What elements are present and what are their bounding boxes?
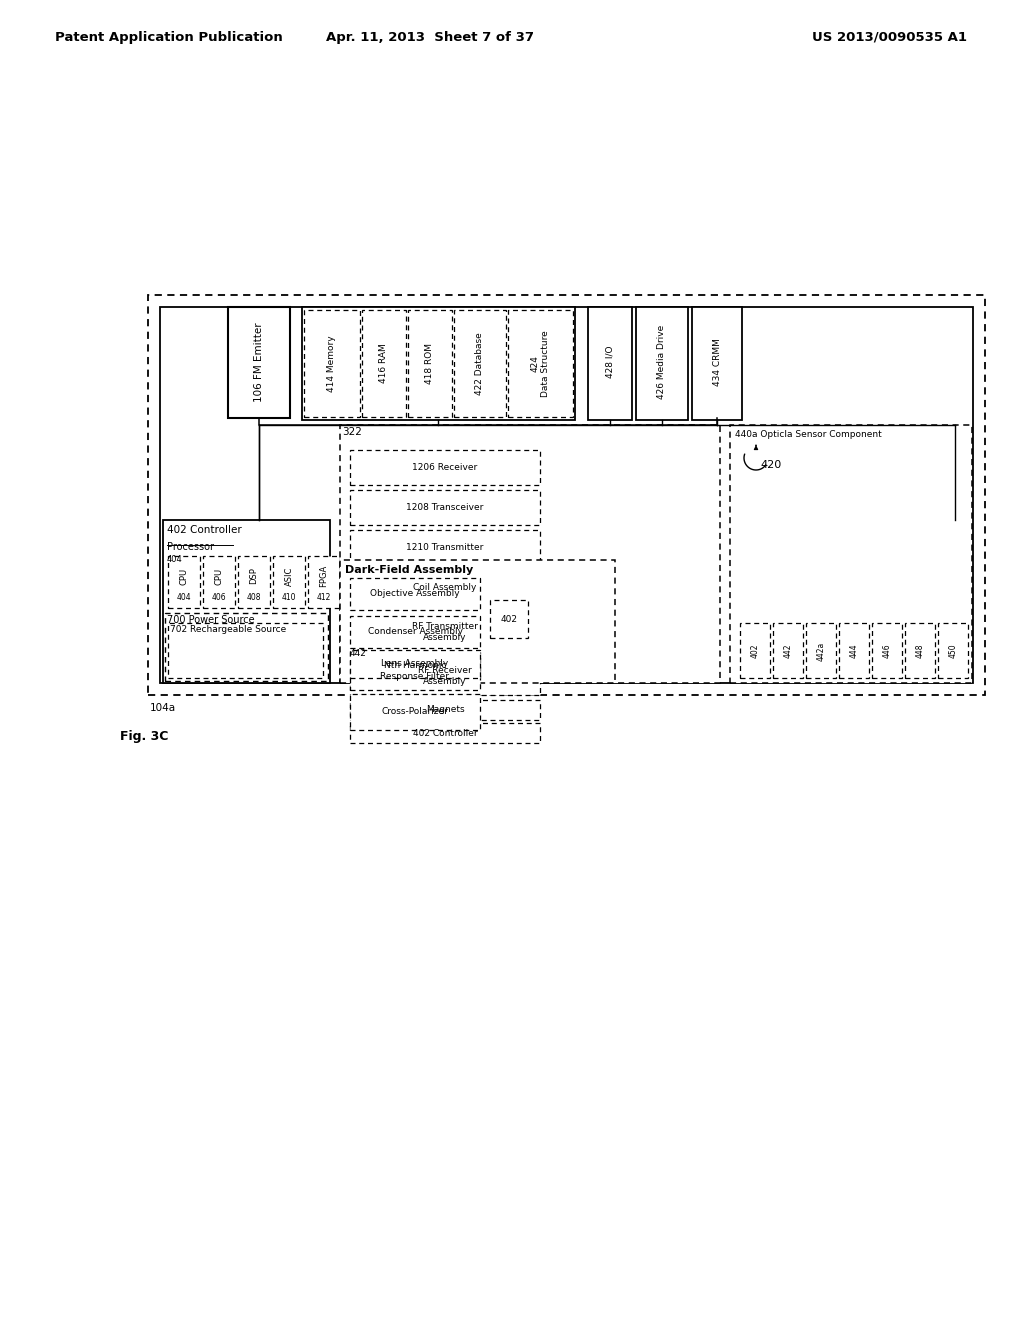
- Bar: [588, 308, 632, 420]
- Text: 414 Memory: 414 Memory: [328, 335, 337, 392]
- Bar: [350, 569, 540, 607]
- Bar: [636, 308, 688, 420]
- Bar: [362, 310, 406, 417]
- Bar: [350, 652, 480, 690]
- Text: 402: 402: [751, 644, 760, 659]
- Text: Apr. 11, 2013  Sheet 7 of 37: Apr. 11, 2013 Sheet 7 of 37: [326, 30, 534, 44]
- Text: Lens Assembly: Lens Assembly: [381, 660, 449, 668]
- Bar: [168, 556, 200, 609]
- Bar: [839, 623, 869, 678]
- Bar: [740, 623, 770, 678]
- Bar: [905, 623, 935, 678]
- Text: 440a Opticla Sensor Component: 440a Opticla Sensor Component: [735, 430, 882, 440]
- Text: 700 Power Source: 700 Power Source: [167, 615, 255, 624]
- Bar: [350, 578, 480, 610]
- Text: 420: 420: [760, 459, 781, 470]
- Text: 442: 442: [783, 644, 793, 659]
- Text: 402 Controller: 402 Controller: [413, 729, 477, 738]
- Bar: [163, 520, 330, 682]
- Text: 428 I/O: 428 I/O: [605, 346, 614, 379]
- Text: 402 Controller: 402 Controller: [167, 525, 242, 535]
- Bar: [350, 531, 540, 565]
- Bar: [490, 601, 528, 638]
- Text: 412: 412: [316, 594, 331, 602]
- Text: 442a: 442a: [816, 642, 825, 660]
- Text: 1208 Transceiver: 1208 Transceiver: [407, 503, 483, 512]
- Text: 434 CRMM: 434 CRMM: [713, 338, 722, 385]
- Text: ASIC: ASIC: [285, 566, 294, 586]
- Text: 410: 410: [282, 594, 296, 602]
- Bar: [165, 612, 328, 681]
- Bar: [340, 560, 615, 682]
- Bar: [340, 425, 720, 682]
- Bar: [730, 425, 972, 682]
- Text: CPU: CPU: [179, 568, 188, 585]
- Bar: [350, 700, 540, 719]
- Text: Fig. 3C: Fig. 3C: [120, 730, 168, 743]
- Bar: [148, 294, 985, 696]
- Text: 406: 406: [212, 594, 226, 602]
- Text: Processor: Processor: [167, 543, 214, 552]
- Text: Nth Harmonic
Response Filter: Nth Harmonic Response Filter: [381, 661, 450, 681]
- Text: 322: 322: [342, 426, 361, 437]
- Text: RF Receiver
Assembly: RF Receiver Assembly: [418, 667, 472, 685]
- Text: US 2013/0090535 A1: US 2013/0090535 A1: [812, 30, 968, 44]
- Bar: [350, 611, 540, 653]
- Text: Patent Application Publication: Patent Application Publication: [55, 30, 283, 44]
- Bar: [350, 694, 480, 730]
- Text: 416 RAM: 416 RAM: [380, 343, 388, 383]
- Text: 1206 Receiver: 1206 Receiver: [413, 463, 477, 473]
- Text: Objective Assembly: Objective Assembly: [371, 590, 460, 598]
- Bar: [228, 308, 290, 418]
- Text: 450: 450: [948, 644, 957, 659]
- Bar: [806, 623, 836, 678]
- Text: 1210 Transmitter: 1210 Transmitter: [407, 543, 483, 552]
- Text: 404: 404: [177, 594, 191, 602]
- Text: FPGA: FPGA: [319, 565, 329, 587]
- Text: 104a: 104a: [150, 704, 176, 713]
- Bar: [302, 308, 575, 420]
- Text: 446: 446: [883, 644, 892, 659]
- Bar: [273, 556, 305, 609]
- Text: 404: 404: [167, 554, 182, 564]
- Text: RF Transmitter
Assembly: RF Transmitter Assembly: [412, 622, 478, 642]
- Bar: [350, 490, 540, 525]
- Bar: [203, 556, 234, 609]
- Text: Condenser Assembly: Condenser Assembly: [368, 627, 463, 636]
- Text: Magnets: Magnets: [426, 705, 464, 714]
- Bar: [408, 310, 452, 417]
- Text: CPU: CPU: [214, 568, 223, 585]
- Bar: [454, 310, 506, 417]
- Text: Coil Assembly: Coil Assembly: [414, 583, 477, 593]
- Bar: [304, 310, 360, 417]
- Bar: [238, 556, 270, 609]
- Text: Cross-Polarizer: Cross-Polarizer: [382, 708, 449, 717]
- Text: 444: 444: [850, 644, 858, 659]
- Bar: [692, 308, 742, 420]
- Bar: [508, 310, 573, 417]
- Text: 442: 442: [350, 648, 367, 657]
- Bar: [773, 623, 803, 678]
- Bar: [350, 450, 540, 484]
- Text: 448: 448: [915, 644, 925, 659]
- Text: 422 Database: 422 Database: [475, 333, 484, 395]
- Text: Dark-Field Assembly: Dark-Field Assembly: [345, 565, 473, 576]
- Bar: [350, 657, 540, 696]
- Bar: [308, 556, 340, 609]
- Bar: [168, 623, 323, 678]
- Bar: [350, 723, 540, 743]
- Text: 402: 402: [501, 615, 517, 623]
- Text: DSP: DSP: [250, 568, 258, 585]
- Bar: [160, 308, 973, 682]
- Text: 424
Data Structure: 424 Data Structure: [530, 330, 550, 397]
- Bar: [350, 649, 480, 678]
- Text: 426 Media Drive: 426 Media Drive: [657, 325, 667, 399]
- Text: 702 Rechargeable Source: 702 Rechargeable Source: [170, 624, 287, 634]
- Text: 408: 408: [247, 594, 261, 602]
- Text: 418 ROM: 418 ROM: [426, 343, 434, 384]
- Bar: [938, 623, 968, 678]
- Text: 106 FM Emitter: 106 FM Emitter: [254, 322, 264, 401]
- Bar: [872, 623, 902, 678]
- Bar: [350, 616, 480, 648]
